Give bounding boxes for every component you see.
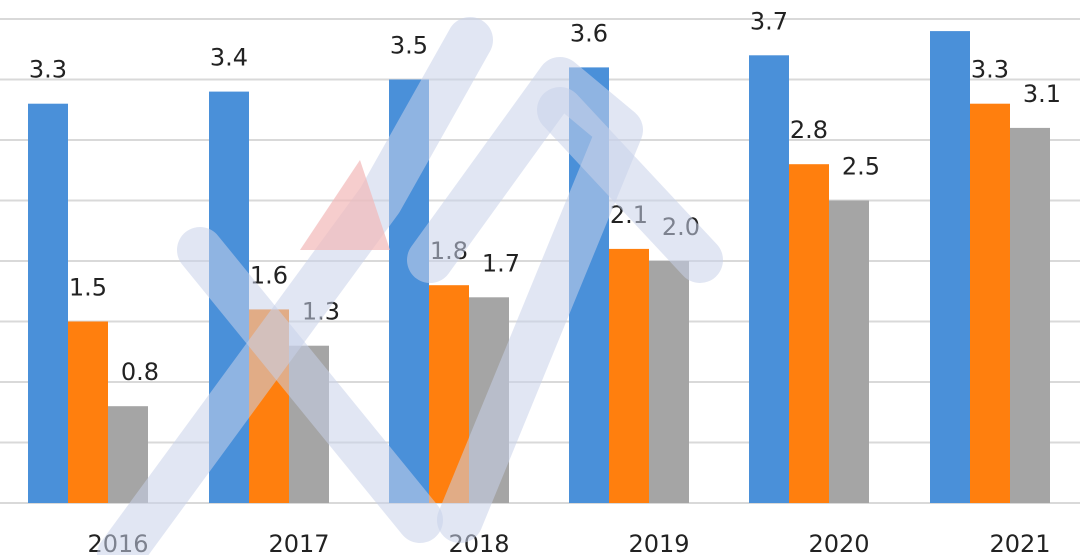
bar-2016-series-3 <box>108 406 148 503</box>
bar-2021-series-1 <box>930 31 970 503</box>
bar-2021-series-3 <box>1010 127 1050 504</box>
data-label-2021-series-2: 3.3 <box>971 56 1009 84</box>
x-tick-label-2021: 2021 <box>989 530 1050 555</box>
data-label-2017-series-1: 3.4 <box>210 44 248 72</box>
bar-2020-series-2 <box>789 164 829 503</box>
bar-2021-series-2 <box>970 103 1010 503</box>
bar-2016-series-2 <box>68 321 108 503</box>
data-label-2020-series-2: 2.8 <box>790 116 828 144</box>
data-label-2021-series-3: 3.1 <box>1023 80 1061 108</box>
bar-2020-series-3 <box>829 200 869 503</box>
data-label-2016-series-1: 3.3 <box>29 56 67 84</box>
x-tick-label-2020: 2020 <box>808 530 869 555</box>
bar-2016-series-1 <box>28 103 68 503</box>
bar-2020-series-1 <box>749 55 789 504</box>
data-label-2016-series-3: 0.8 <box>121 358 159 386</box>
data-label-2019-series-1: 3.6 <box>570 19 608 47</box>
bar-2019-series-3 <box>649 261 689 503</box>
watermark-logo <box>97 17 723 555</box>
x-tick-label-2017: 2017 <box>268 530 329 555</box>
data-label-2020-series-1: 3.7 <box>750 7 788 35</box>
x-tick-labels: 2016 2017 2018 2019 2020 2021 <box>87 530 1050 555</box>
bar-2019-series-2 <box>609 248 649 503</box>
data-label-2020-series-3: 2.5 <box>842 153 880 181</box>
data-label-2016-series-2: 1.5 <box>69 274 107 302</box>
data-label-2018-series-1: 3.5 <box>390 32 428 60</box>
x-tick-label-2019: 2019 <box>628 530 689 555</box>
data-label-2018-series-3: 1.7 <box>482 249 520 277</box>
